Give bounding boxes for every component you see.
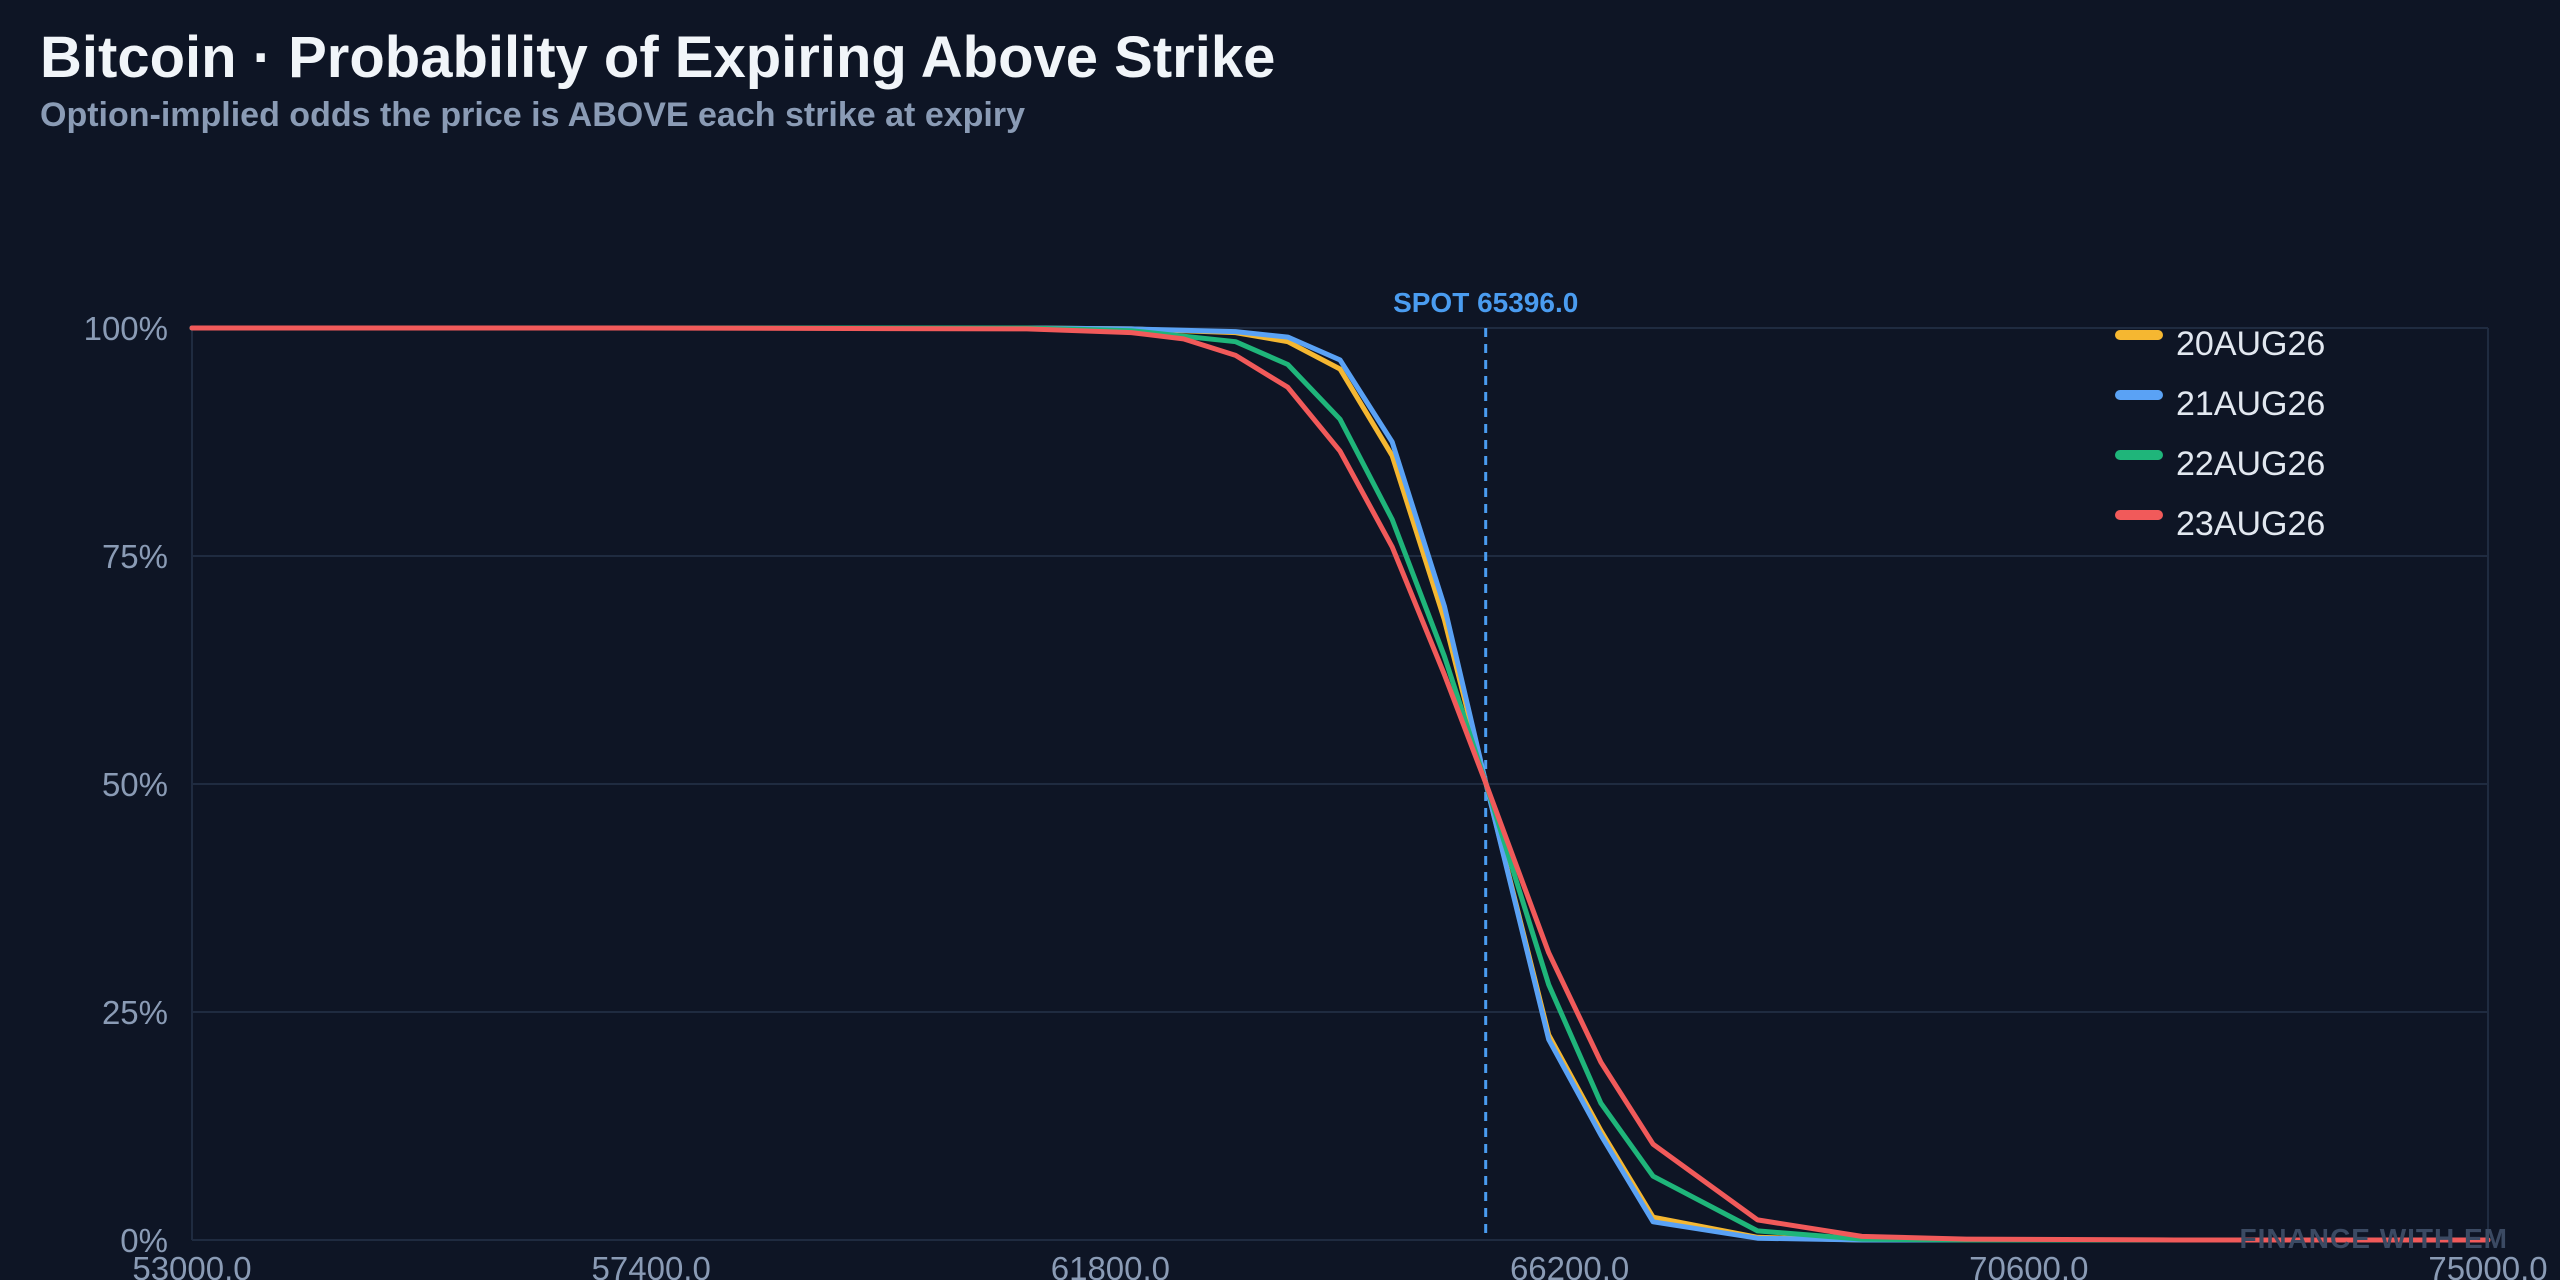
legend-label: 23AUG26	[2176, 505, 2325, 543]
y-tick-label: 25%	[102, 994, 168, 1031]
legend-label: 21AUG26	[2176, 385, 2325, 423]
x-tick-label: 53000.0	[132, 1250, 251, 1280]
axes: 0% 25% 50% 75% 100% 53000.0 57400.0 61800.0 6620…	[84, 310, 2548, 1280]
spot-marker: SPOT 65396.0	[1393, 287, 1578, 1240]
legend-label: 22AUG26	[2176, 445, 2325, 483]
legend-label: 20AUG26	[2176, 325, 2325, 363]
legend: 20AUG26 21AUG26 22AUG26 23AUG26	[2115, 325, 2325, 543]
y-tick-label: 100%	[84, 310, 168, 347]
y-tick-label: 75%	[102, 538, 168, 575]
grid-lines	[192, 327, 2488, 1241]
y-tick-label: 0%	[120, 1222, 168, 1259]
x-tick-label: 61800.0	[1051, 1250, 1170, 1280]
series-line-23aug26	[189, 325, 2491, 1243]
x-tick-label: 66200.0	[1510, 1250, 1629, 1280]
spot-label: SPOT 65396.0	[1393, 287, 1578, 318]
x-tick-label: 75000.0	[2428, 1250, 2547, 1280]
chart-title: Bitcoin · Probability of Expiring Above …	[40, 25, 1276, 90]
y-tick-label: 50%	[102, 766, 168, 803]
series-lines	[189, 325, 2491, 1243]
watermark: FINANCE WITH EM	[2239, 1223, 2508, 1254]
x-tick-label: 70600.0	[1969, 1250, 2088, 1280]
chart-subtitle: Option-implied odds the price is ABOVE e…	[40, 96, 1025, 134]
x-tick-label: 57400.0	[592, 1250, 711, 1280]
